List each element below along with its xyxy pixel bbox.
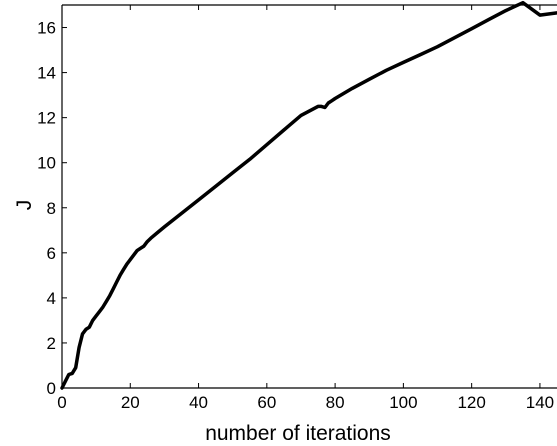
y-tick-label: 16 [37,19,56,38]
y-tick-label: 10 [37,154,56,173]
x-tick-label: 100 [389,393,417,412]
x-axis: 0 20 40 60 80 100 120 140 [57,5,554,412]
x-tick-label: 20 [121,393,140,412]
y-tick-label: 0 [47,379,56,398]
y-axis: 0 2 4 6 8 10 12 14 16 [37,19,67,398]
x-tick-label: 60 [257,393,276,412]
x-tick-label: 120 [457,393,485,412]
x-tick-label: 40 [189,393,208,412]
x-tick-label: 80 [326,393,345,412]
y-tick-label: 8 [47,199,56,218]
series-line [60,0,557,390]
y-tick-label: 2 [47,334,56,353]
y-tick-label: 12 [37,109,56,128]
y-tick-label: 4 [47,289,56,308]
y-axis-label: J [13,200,36,211]
plot-area [61,4,557,389]
y-tick-label: 14 [37,64,56,83]
axes-frame [61,4,557,389]
x-tick-label: 140 [526,393,554,412]
y-tick-label: 6 [47,244,56,263]
series-layer [60,0,557,390]
x-tick-label: 0 [57,393,66,412]
x-axis-label: number of iterations [205,422,391,445]
